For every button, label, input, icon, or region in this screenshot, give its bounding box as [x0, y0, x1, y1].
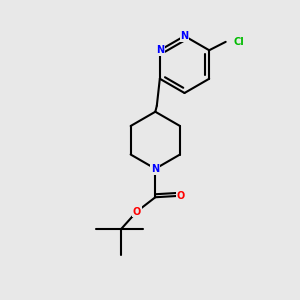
Text: O: O	[177, 191, 185, 201]
Text: N: N	[180, 31, 189, 41]
Text: N: N	[156, 45, 164, 55]
Text: O: O	[133, 207, 141, 217]
Text: N: N	[151, 164, 159, 174]
Text: Cl: Cl	[233, 37, 244, 47]
